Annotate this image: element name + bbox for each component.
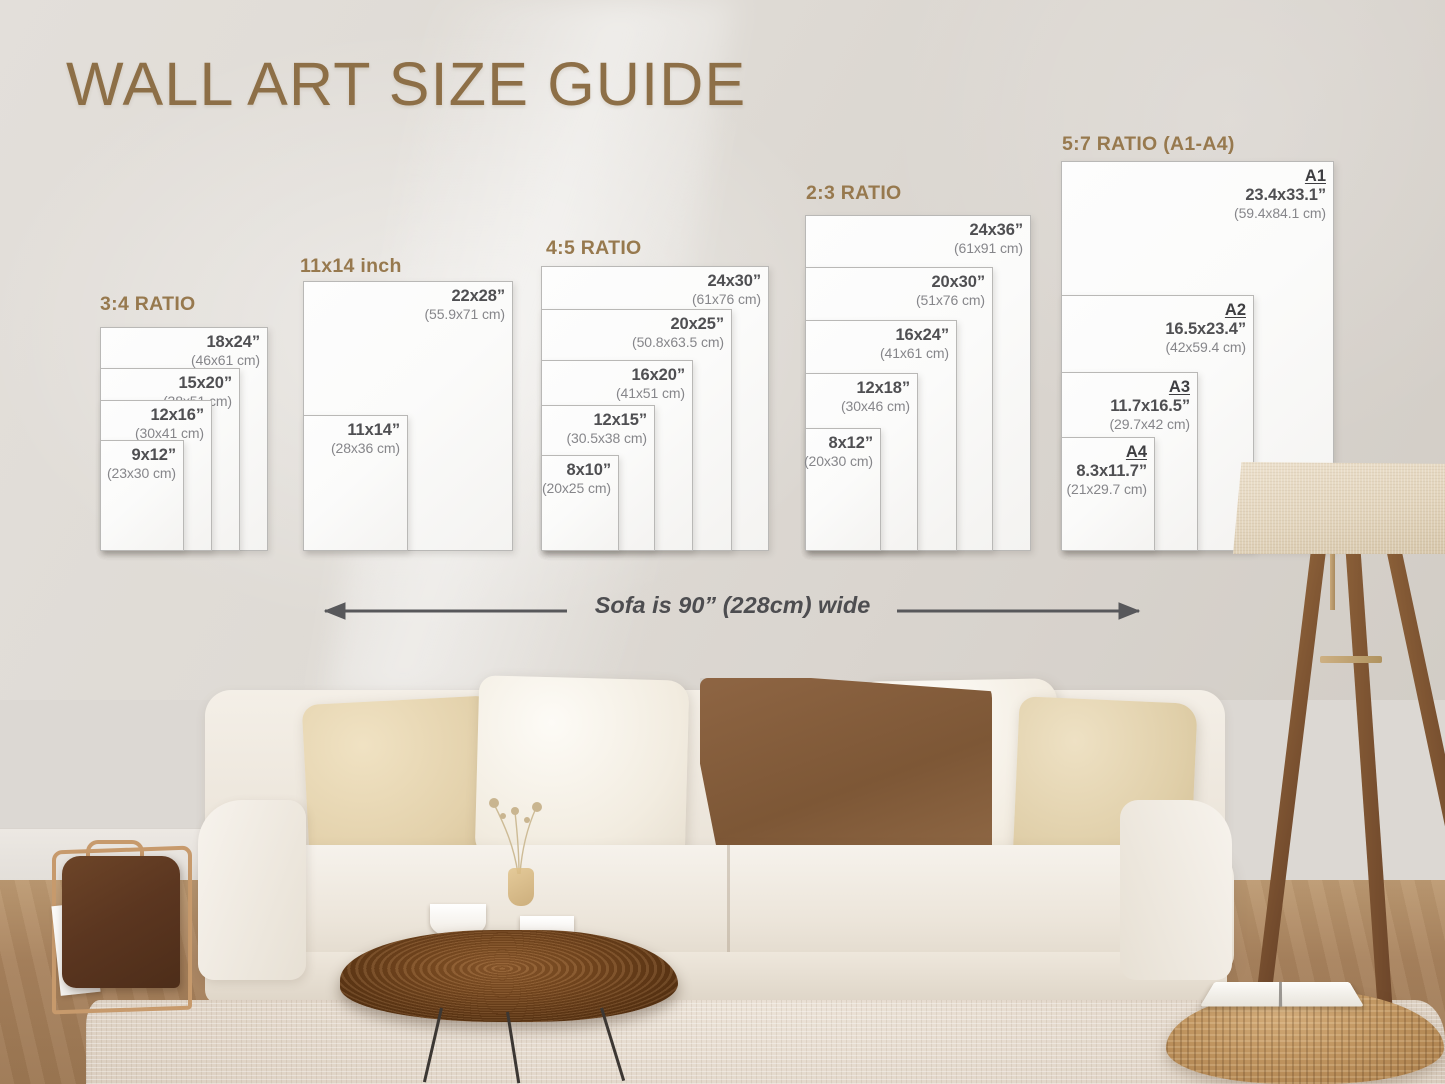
frame-size-cm: (41x51 cm) (615, 385, 685, 402)
frame-label: 12x15” (30.5x38 cm) (567, 411, 648, 446)
frame-size-cm: (46x61 cm) (190, 352, 260, 369)
frame-label: 8x10” (20x25 cm) (542, 461, 611, 496)
frame-size-cm: (30x41 cm) (134, 425, 204, 442)
frame-label: 16x24” (41x61 cm) (880, 326, 949, 361)
frame-paper-code: A3 (1168, 378, 1190, 396)
frame-paper-code: A2 (1224, 301, 1246, 319)
frame-size-inches: 20x30” (931, 273, 985, 291)
frame-size-inches: 15x20” (178, 374, 232, 392)
frame-size-inches: 12x16” (150, 406, 204, 424)
frame-9x12[interactable]: 9x12” (23x30 cm) (100, 440, 184, 551)
frame-label: 18x24” (46x61 cm) (191, 333, 260, 368)
frame-size-cm: (59.4x84.1 cm) (1234, 205, 1326, 222)
frame-label: A4 8.3x11.7” (21x29.7 cm) (1067, 443, 1148, 497)
sofa-arm-left (198, 800, 306, 980)
frame-a4[interactable]: A4 8.3x11.7” (21x29.7 cm) (1061, 437, 1155, 551)
frame-size-inches: 11.7x16.5” (1110, 397, 1190, 416)
frame-label: 11x14” (28x36 cm) (331, 421, 400, 456)
frame-size-inches: 12x18” (856, 379, 910, 397)
frame-size-inches: 20x25” (670, 315, 724, 333)
size-group-ratio-3-4: 3:4 RATIO 18x24” (46x61 cm) 15x20” (38x5… (100, 293, 268, 551)
frame-size-cm: (29.7x42 cm) (1109, 416, 1191, 433)
frame-paper-code: A1 (1304, 167, 1326, 185)
double-headed-arrow-icon (323, 602, 1141, 620)
magazine-rack-leather (62, 856, 180, 988)
sofa-width-measurement: Sofa is 90” (228cm) wide (305, 592, 1160, 632)
size-group-ratio-5-7: 5:7 RATIO (A1-A4) A1 23.4x33.1” (59.4x84… (1061, 133, 1334, 551)
frame-size-cm: (61x76 cm) (691, 291, 761, 308)
group-header-ratio-3-4: 3:4 RATIO (100, 293, 196, 315)
frame-label: 8x12” (20x30 cm) (804, 434, 873, 469)
coffee-table-wood-grain (340, 930, 678, 1022)
frame-size-inches: 11x14” (347, 421, 400, 439)
frame-size-inches: 12x15” (593, 411, 647, 429)
frame-label: 20x30” (51x76 cm) (916, 273, 985, 308)
sofa-width-label: Sofa is 90” (228cm) wide (594, 592, 871, 618)
frame-size-cm: (41x61 cm) (879, 345, 949, 362)
frame-size-cm: (30.5x38 cm) (566, 430, 648, 447)
frame-size-cm: (21x29.7 cm) (1066, 481, 1148, 498)
frame-size-cm: (61x91 cm) (953, 240, 1023, 257)
frame-paper-code: A4 (1125, 443, 1147, 461)
frame-size-inches: 16x20” (631, 366, 685, 384)
frame-label: 24x30” (61x76 cm) (692, 272, 761, 307)
frame-size-inches: 8x12” (828, 434, 874, 452)
frame-label: A1 23.4x33.1” (59.4x84.1 cm) (1234, 167, 1326, 221)
frame-size-inches: 16x24” (895, 326, 949, 344)
frame-8x10[interactable]: 8x10” (20x25 cm) (541, 455, 619, 551)
frame-label: 16x20” (41x51 cm) (616, 366, 685, 401)
sofa-seat-divider (727, 845, 730, 995)
frame-size-cm: (42x59.4 cm) (1165, 339, 1247, 356)
frame-label: 12x18” (30x46 cm) (841, 379, 910, 414)
floor-lamp-shade (1233, 462, 1445, 554)
glass-vase (508, 868, 534, 906)
size-group-inch-11-14: 11x14 inch 22x28” (55.9x71 cm) 11x14” (2… (300, 255, 513, 551)
frame-size-inches: 24x36” (969, 221, 1023, 239)
magazine-rack-handle (86, 840, 144, 860)
frame-size-cm: (51x76 cm) (915, 292, 985, 309)
frame-size-inches: 8x10” (566, 461, 612, 479)
frame-size-cm: (30x46 cm) (840, 398, 910, 415)
floor-lamp-shade-texture (1233, 462, 1445, 554)
frame-label: A2 16.5x23.4” (42x59.4 cm) (1165, 301, 1246, 355)
group-header-ratio-2-3: 2:3 RATIO (806, 182, 902, 204)
sofa-arm-right (1120, 800, 1232, 980)
frame-label: 20x25” (50.8x63.5 cm) (632, 315, 724, 350)
frame-size-cm: (20x25 cm) (541, 480, 611, 497)
frame-size-inches: 24x30” (707, 272, 761, 290)
size-group-ratio-4-5: 4:5 RATIO 24x30” (61x76 cm) 20x25” (50.8… (541, 237, 769, 551)
floor-lamp-brace (1320, 656, 1382, 663)
group-header-inch-11-14: 11x14 inch (300, 255, 402, 277)
frame-11x14[interactable]: 11x14” (28x36 cm) (303, 415, 408, 551)
frame-size-cm: (50.8x63.5 cm) (632, 334, 724, 351)
open-book-spine (1278, 981, 1283, 1007)
frame-size-cm: (20x30 cm) (803, 453, 873, 470)
frame-size-cm: (28x36 cm) (330, 440, 400, 457)
frame-label: 9x12” (23x30 cm) (107, 446, 176, 481)
frame-size-cm: (55.9x71 cm) (424, 306, 506, 323)
frame-size-inches: 8.3x11.7” (1076, 462, 1147, 481)
group-header-ratio-4-5: 4:5 RATIO (546, 237, 642, 259)
frame-label: 22x28” (55.9x71 cm) (425, 287, 506, 322)
dried-flowers-icon (489, 798, 542, 874)
frame-size-inches: 23.4x33.1” (1245, 186, 1326, 205)
floor-lamp-rod (1330, 550, 1335, 610)
size-group-ratio-2-3: 2:3 RATIO 24x36” (61x91 cm) 20x30” (51x7… (804, 182, 1031, 551)
frame-label: 12x16” (30x41 cm) (135, 406, 204, 441)
frame-size-cm: (23x30 cm) (106, 465, 176, 482)
group-header-ratio-5-7: 5:7 RATIO (A1-A4) (1062, 133, 1235, 155)
frame-size-inches: 22x28” (451, 287, 505, 305)
frame-size-inches: 16.5x23.4” (1165, 320, 1246, 339)
frame-size-inches: 18x24” (206, 333, 260, 351)
frame-label: 24x36” (61x91 cm) (954, 221, 1023, 256)
frame-8x12[interactable]: 8x12” (20x30 cm) (804, 428, 881, 551)
frame-size-inches: 9x12” (131, 446, 177, 464)
page-title: WALL ART SIZE GUIDE (66, 50, 747, 118)
coffee-table-top (340, 930, 678, 1022)
frame-label: A3 11.7x16.5” (29.7x42 cm) (1110, 378, 1191, 432)
